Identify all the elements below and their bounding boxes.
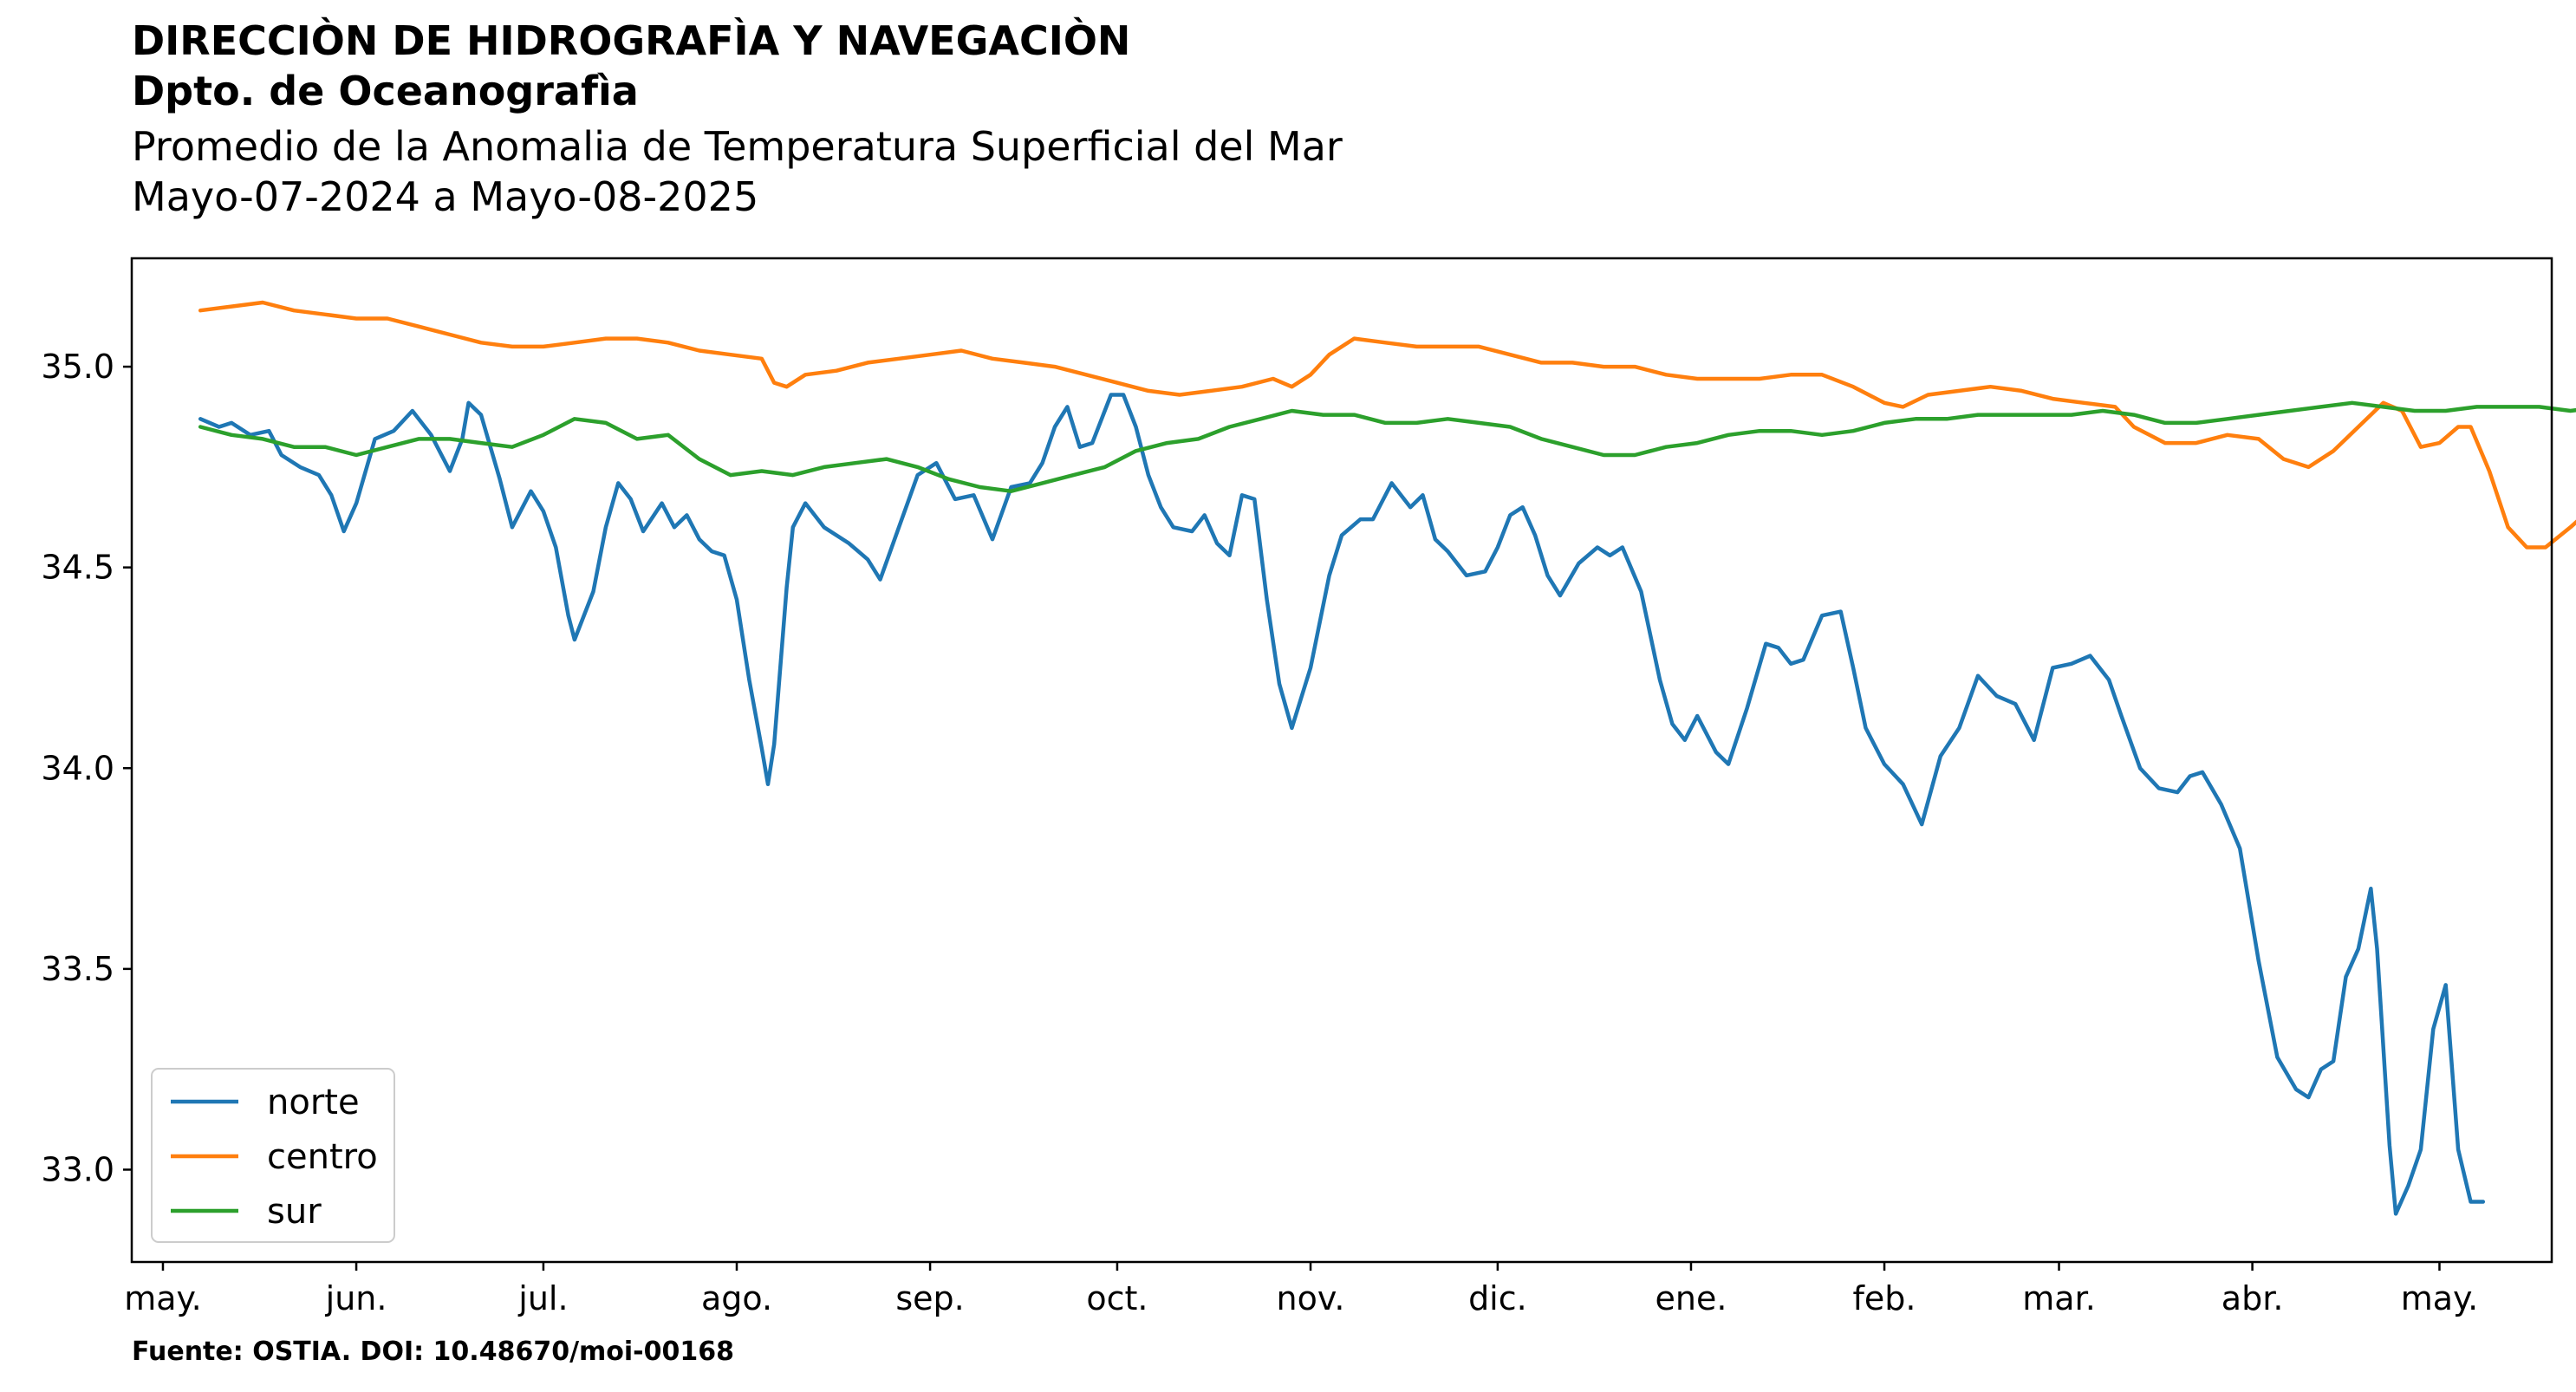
x-tick-label: may. <box>2401 1279 2478 1317</box>
x-tick-label: ene. <box>1656 1279 1727 1317</box>
legend-box <box>151 1068 395 1243</box>
x-tick-label: may. <box>124 1279 201 1317</box>
x-tick-label: abr. <box>2221 1279 2284 1317</box>
y-axis: 33.0 33.5 34.0 34.5 35.0 <box>41 348 132 1188</box>
chart-header: DIRECCIÒN DE HIDROGRAFÌA Y NAVEGACIÒN Dp… <box>132 16 2385 222</box>
x-tick-label: dic. <box>1468 1279 1527 1317</box>
chart-title: Promedio de la Anomalia de Temperatura S… <box>132 123 1343 170</box>
series-line-centro <box>198 300 2576 550</box>
source-footnote: Fuente: OSTIA. DOI: 10.48670/moi-00168 <box>132 1337 734 1367</box>
org-title: DIRECCIÒN DE HIDROGRAFÌA Y NAVEGACIÒN <box>132 17 1131 64</box>
y-tick-label: 33.0 <box>41 1150 114 1188</box>
y-tick-label: 34.5 <box>41 549 114 587</box>
x-tick-label: oct. <box>1086 1279 1148 1317</box>
x-axis: may. jun. jul. ago. sep. oct. nov. dic. ene. feb.… <box>124 1262 2478 1317</box>
y-tick-label: 35.0 <box>41 348 114 386</box>
legend-label-sur: sur <box>267 1192 322 1232</box>
plot-series-group <box>198 300 2576 1216</box>
y-tick-label: 34.0 <box>41 749 114 787</box>
x-tick-label: feb. <box>1853 1279 1916 1317</box>
legend-label-centro: centro <box>267 1137 378 1177</box>
x-tick-label: jun. <box>325 1279 387 1317</box>
plot-frame <box>130 257 2553 1264</box>
x-tick-label: mar. <box>2022 1279 2096 1317</box>
chart-date-range: Mayo-07-2024 a Mayo-08-2025 <box>132 173 759 220</box>
y-tick-label: 33.5 <box>41 950 114 988</box>
series-line-norte <box>198 393 2486 1216</box>
x-tick-label: jul. <box>517 1279 568 1317</box>
series-line-sur <box>198 400 2576 493</box>
legend: norte centro sur <box>151 1068 395 1243</box>
department-title: Dpto. de Oceanografìa <box>132 68 639 114</box>
x-tick-label: sep. <box>895 1279 964 1317</box>
x-tick-label: ago. <box>701 1279 772 1317</box>
x-tick-label: nov. <box>1277 1279 1345 1317</box>
legend-label-norte: norte <box>267 1083 360 1122</box>
